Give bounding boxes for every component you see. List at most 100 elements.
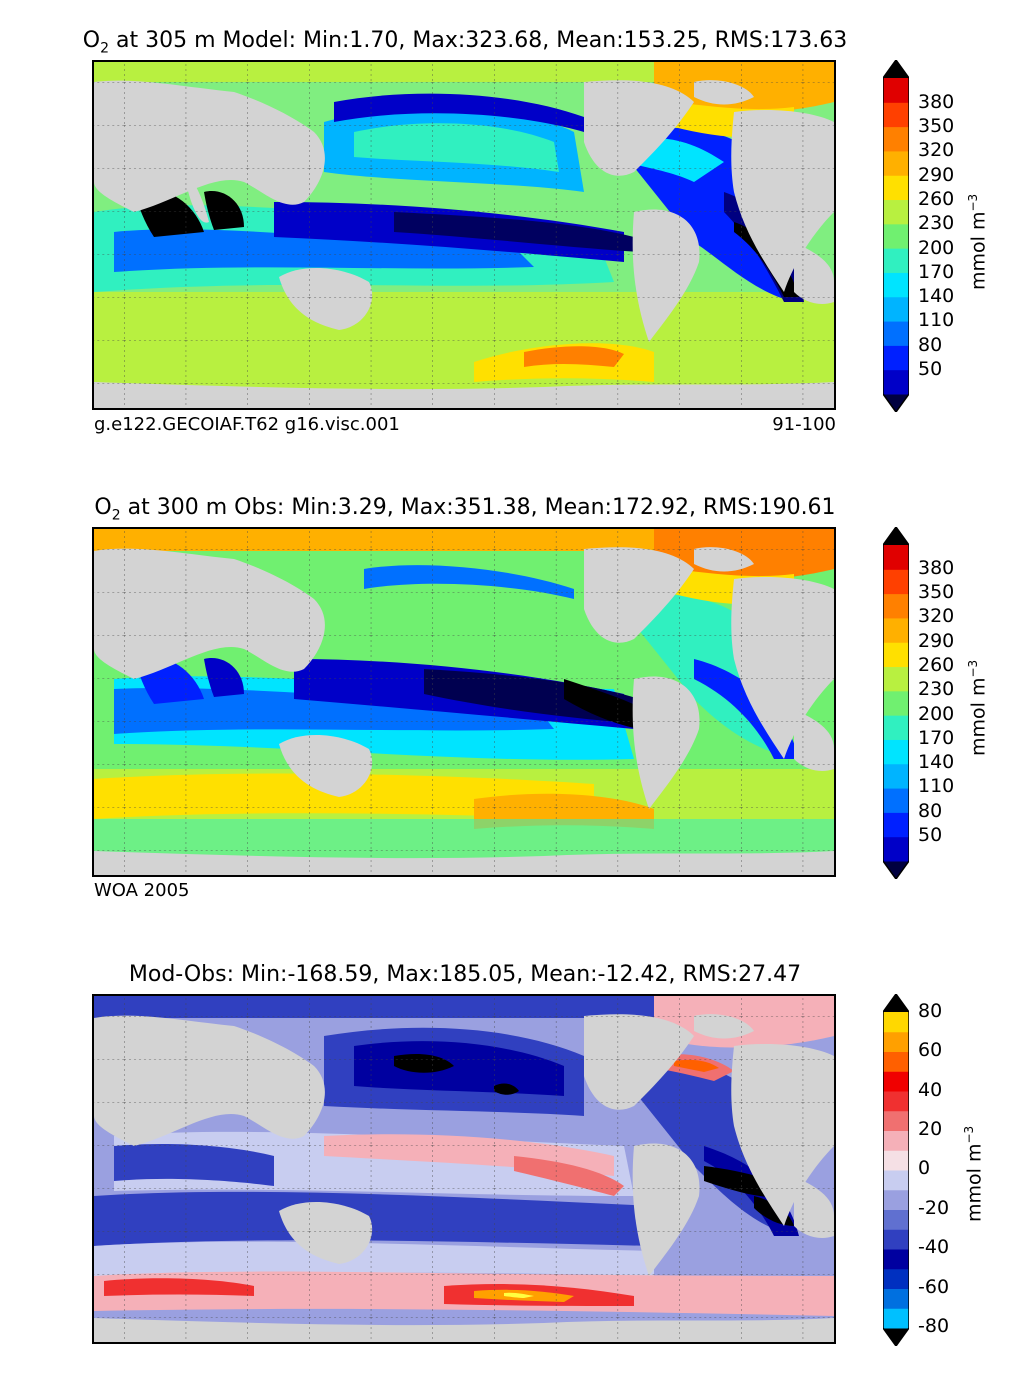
colorbar-tick-label: 200 <box>918 236 955 259</box>
unit-base: mmol m <box>967 677 990 756</box>
map-obs <box>92 527 836 877</box>
footer-source: WOA 2005 <box>94 880 190 901</box>
colorbar-tick-label: -80 <box>918 1315 950 1337</box>
unit-exp: −3 <box>962 1125 976 1144</box>
footer-case-name: g.e122.GECOIAF.T62 g16.visc.001 <box>94 414 400 435</box>
colorbar-segment <box>883 569 909 595</box>
colorbar-tick-label: 170 <box>918 726 955 749</box>
colorbar-segment <box>883 1229 909 1250</box>
colorbar-segment <box>883 78 909 103</box>
title-sub: 2 <box>111 507 121 524</box>
colorbar-segment <box>883 1288 909 1309</box>
title-text: at 300 m Obs: Min:3.29, Max:351.38, Mean… <box>127 495 836 520</box>
title-var: O <box>82 28 101 53</box>
colorbar-segment <box>883 1209 909 1230</box>
colorbar-segment <box>883 1150 909 1171</box>
colorbar-tick-label: 50 <box>918 358 943 380</box>
colorbar-extend-low <box>883 1328 909 1346</box>
colorbar-tick-label: 380 <box>918 90 955 113</box>
colorbar-segment <box>883 1170 909 1191</box>
colorbar-tick-label: 290 <box>918 163 955 186</box>
colorbar-tick-label: 110 <box>918 775 955 798</box>
colorbar-segment <box>883 836 909 862</box>
colorbar-segment <box>883 1012 909 1033</box>
colorbar-tick-label: 20 <box>918 1118 943 1140</box>
title-sub: 2 <box>100 40 110 57</box>
colorbar-tick-label: 260 <box>918 187 955 210</box>
colorbar-tick-label: 40 <box>918 1078 943 1101</box>
footer-years: 91-100 <box>772 414 836 435</box>
colorbar-segment <box>883 788 909 813</box>
colorbar-extend-high <box>883 994 909 1012</box>
colorbar-tick-label: 0 <box>918 1157 931 1180</box>
colorbar-segment <box>883 1189 909 1210</box>
colorbar-segment <box>883 1071 909 1092</box>
colorbar-diff <box>883 994 909 1346</box>
panel-title: O2 at 300 m Obs: Min:3.29, Max:351.38, M… <box>0 495 930 523</box>
colorbar-tick-label: -60 <box>918 1275 950 1298</box>
colorbar-segment <box>883 272 909 298</box>
colorbar-tick-label: 50 <box>918 824 943 846</box>
title-text: at 305 m Model: Min:1.70, Max:323.68, Me… <box>116 28 848 53</box>
colorbar-segment <box>883 593 909 619</box>
colorbar-segment <box>883 812 909 838</box>
title-var: O <box>94 495 112 520</box>
colorbar-segment <box>883 369 909 395</box>
colorbar-segment <box>883 223 909 249</box>
colorbar-segment <box>883 248 909 273</box>
colorbar-tick-label: 290 <box>918 629 955 652</box>
colorbar-tick-label: 200 <box>918 702 955 725</box>
colorbar-unit: mmol m−3 <box>966 194 989 290</box>
colorbar-extend-high <box>883 60 909 78</box>
colorbar-tick-label: 260 <box>918 653 955 676</box>
colorbar-tick-label: 170 <box>918 260 955 283</box>
colorbar-tick-label: 350 <box>918 115 955 137</box>
colorbar-segment <box>883 1051 909 1072</box>
colorbar-segment <box>883 545 909 570</box>
panel-title: O2 at 305 m Model: Min:1.70, Max:323.68,… <box>0 28 930 56</box>
colorbar-segment <box>883 175 909 201</box>
colorbar-segment <box>883 715 909 740</box>
colorbar-tick-label: 140 <box>918 751 955 774</box>
colorbar-segment <box>883 126 909 152</box>
unit-base: mmol m <box>967 211 990 290</box>
colorbar-segment <box>883 617 909 643</box>
unit-base: mmol m <box>963 1143 986 1222</box>
colorbar-segment <box>883 199 909 225</box>
colorbar-model <box>883 60 909 412</box>
colorbar-segment <box>883 690 909 716</box>
colorbar-segment <box>883 1031 909 1052</box>
colorbar-segment <box>883 642 909 668</box>
colorbar-tick-label: 80 <box>918 999 943 1022</box>
colorbar-tick-label: 320 <box>918 139 955 162</box>
colorbar-segment <box>883 1130 909 1151</box>
colorbar-extend-high <box>883 527 909 545</box>
colorbar-extend-low <box>883 861 909 879</box>
unit-exp: −3 <box>966 659 980 678</box>
colorbar-segment <box>883 321 909 346</box>
colorbar-tick-label: 230 <box>918 678 955 701</box>
unit-exp: −3 <box>966 193 980 212</box>
colorbar-tick-label: -20 <box>918 1196 950 1219</box>
panel-title: Mod-Obs: Min:-168.59, Max:185.05, Mean:-… <box>0 962 930 987</box>
colorbar-segment <box>883 150 909 176</box>
colorbar-segment <box>883 763 909 789</box>
colorbar-tick-label: 60 <box>918 1039 943 1062</box>
map-model <box>92 60 836 410</box>
colorbar-segment <box>883 102 909 128</box>
colorbar-tick-label: 80 <box>918 799 943 822</box>
colorbar-extend-low <box>883 394 909 412</box>
colorbar-unit: mmol m−3 <box>966 660 989 756</box>
colorbar-segment <box>883 1110 909 1131</box>
colorbar-obs <box>883 527 909 879</box>
colorbar-tick-label: -40 <box>918 1236 950 1259</box>
colorbar-segment <box>883 1249 909 1270</box>
colorbar-segment <box>883 1308 909 1329</box>
colorbar-segment <box>883 739 909 765</box>
colorbar-tick-label: 230 <box>918 212 955 235</box>
colorbar-segment <box>883 666 909 692</box>
colorbar-tick-label: 110 <box>918 309 955 332</box>
map-diff <box>92 994 836 1344</box>
colorbar-tick-label: 350 <box>918 581 955 603</box>
colorbar-tick-label: 320 <box>918 605 955 628</box>
